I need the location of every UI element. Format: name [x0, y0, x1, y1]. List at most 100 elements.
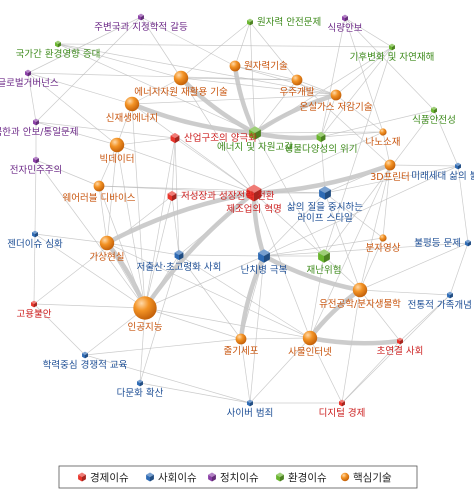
node-label: 나노소재 — [366, 137, 401, 148]
tech-node-icon[interactable] — [229, 60, 241, 72]
edge — [457, 165, 469, 244]
society-node-icon[interactable] — [319, 186, 331, 200]
tech-node-icon[interactable] — [379, 128, 387, 136]
environment-node-icon[interactable] — [431, 106, 437, 114]
society-node-icon[interactable] — [465, 239, 471, 247]
node-label: 원자력기술 — [244, 60, 288, 72]
node-label: 에너지자원 재활용 기술 — [134, 86, 228, 98]
environment-node-icon[interactable] — [389, 43, 395, 51]
politics-node-icon[interactable] — [342, 14, 348, 22]
edge — [98, 185, 108, 244]
economy-node-icon[interactable] — [170, 132, 180, 144]
edge — [249, 337, 311, 404]
tech-node-icon[interactable] — [109, 137, 125, 153]
tech-node-icon[interactable] — [124, 96, 140, 112]
edge — [323, 109, 435, 257]
node-label: 사물인터넷 — [288, 347, 332, 358]
economy-node-icon[interactable] — [397, 337, 403, 345]
politics-node-icon[interactable] — [33, 118, 39, 126]
node-label: 저성장과 성장전략 전환 — [181, 190, 275, 202]
edge — [263, 192, 326, 257]
node-label: 초연결 사회 — [377, 346, 424, 357]
edge — [35, 16, 142, 123]
politics-node-icon[interactable] — [33, 156, 39, 164]
edge — [33, 303, 86, 356]
nodes — [25, 13, 471, 407]
tech-node-icon[interactable] — [173, 70, 189, 86]
tech-node-icon[interactable] — [99, 235, 115, 251]
economy-node-icon[interactable] — [167, 190, 177, 202]
edge — [253, 131, 384, 194]
node-label: 전통적 가족개념 변화 — [408, 299, 474, 311]
edge — [324, 165, 459, 194]
tech-node-icon[interactable] — [379, 234, 387, 242]
edge — [344, 17, 384, 133]
society-node-icon[interactable] — [137, 379, 143, 387]
environment-node-icon[interactable] — [318, 249, 330, 263]
society-node-icon[interactable] — [82, 351, 88, 359]
society-node-icon[interactable] — [258, 249, 270, 263]
edge — [341, 294, 451, 404]
edge — [27, 16, 142, 74]
tech-node-icon[interactable] — [352, 282, 368, 298]
node-label: 에너지 및 자원고갈 — [217, 141, 293, 153]
edge — [296, 79, 337, 96]
edge — [33, 195, 173, 305]
node-label: 식량안보 — [328, 22, 363, 34]
edge — [433, 109, 459, 167]
edge — [359, 164, 391, 291]
society-node-icon[interactable] — [247, 399, 253, 407]
node-label: 난치병 극복 — [241, 264, 288, 276]
node-label: 산업구조의 양극화 — [184, 132, 257, 144]
legend: 경제이슈 사회이슈 정치이슈 환경이슈 핵심기술 — [58, 465, 418, 489]
edge — [341, 289, 361, 404]
edge-strong — [238, 253, 267, 342]
tech-node-icon[interactable] — [302, 330, 318, 346]
edge — [399, 294, 451, 342]
environment-node-icon[interactable] — [249, 126, 261, 140]
node-label: 제조업의 혁명 — [226, 203, 281, 215]
edge — [320, 46, 393, 138]
society-node-icon[interactable] — [447, 291, 453, 299]
society-node-icon[interactable] — [455, 162, 461, 170]
edge — [33, 233, 36, 305]
edge — [171, 195, 180, 256]
environment-node-icon[interactable] — [55, 40, 61, 48]
tech-node-icon[interactable] — [93, 180, 105, 192]
society-legend-label: 사회이슈 — [158, 472, 197, 484]
environment-legend-icon — [276, 472, 284, 482]
edge — [27, 72, 298, 81]
edge — [178, 254, 242, 340]
environment-node-icon[interactable] — [316, 131, 326, 143]
tech-node-icon[interactable] — [133, 296, 157, 320]
politics-node-icon[interactable] — [138, 13, 144, 21]
edge — [359, 289, 401, 342]
society-node-icon[interactable] — [32, 230, 38, 238]
edge — [140, 16, 182, 79]
tech-node-icon[interactable] — [384, 159, 396, 171]
edge — [249, 21, 298, 81]
economy-node-icon[interactable] — [31, 300, 37, 308]
node-label: 분자영상 — [366, 243, 401, 254]
economy-node-icon[interactable] — [246, 184, 262, 202]
edge — [131, 94, 337, 105]
society-node-icon[interactable] — [174, 249, 184, 261]
edge-strong — [261, 253, 363, 293]
node-label: 웨어러블 디바이스 — [63, 192, 136, 204]
economy-node-icon[interactable] — [339, 399, 345, 407]
tech-node-icon[interactable] — [330, 89, 342, 101]
legend-box — [58, 465, 418, 489]
edge — [449, 242, 469, 296]
environment-node-icon[interactable] — [247, 18, 253, 26]
politics-node-icon[interactable] — [25, 69, 31, 77]
edge — [139, 307, 146, 384]
edge — [253, 192, 325, 257]
tech-node-icon[interactable] — [235, 333, 247, 345]
node-label: 젠더이슈 심화 — [7, 239, 63, 250]
edge — [57, 43, 182, 79]
tech-node-icon[interactable] — [291, 74, 303, 86]
node-label: 3D프린터 — [370, 172, 410, 183]
edge — [263, 237, 384, 257]
